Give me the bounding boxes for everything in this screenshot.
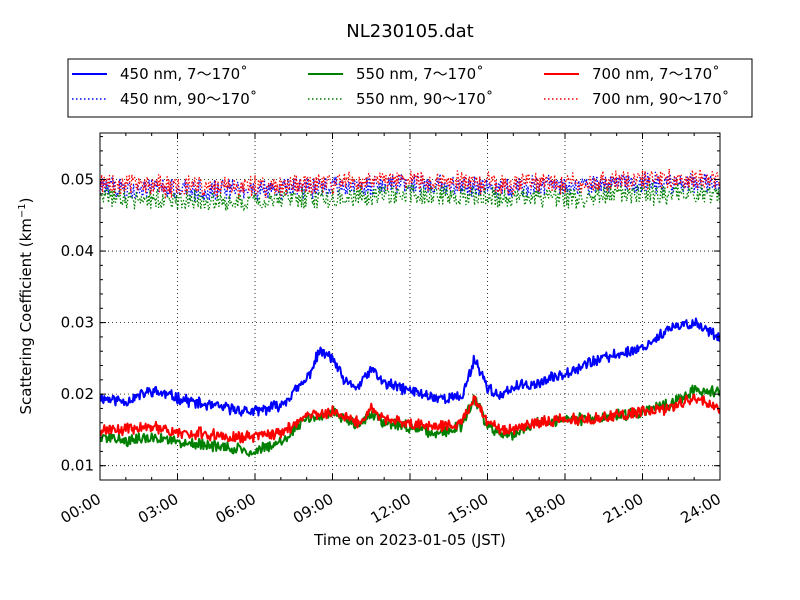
y-axis-label-main: Scattering Coefficient (km (17, 218, 35, 414)
series-line (100, 393, 720, 444)
legend-label: 450 nm, 7～170˚ (120, 65, 248, 83)
legend-label: 700 nm, 7～170˚ (592, 65, 720, 83)
legend-frame (67, 58, 753, 118)
x-tick-label: 21:00 (600, 490, 646, 527)
series-line (100, 384, 720, 457)
legend-label: 450 nm, 90～170˚ (120, 90, 257, 108)
x-tick-label: 12:00 (368, 490, 414, 527)
series-layer (100, 168, 720, 457)
y-tick-label: 0.05 (61, 171, 94, 189)
legend-label: 550 nm, 90～170˚ (356, 90, 493, 108)
x-tick-label: 15:00 (445, 490, 491, 527)
x-tick-label: 06:00 (213, 490, 259, 527)
y-tick-label: 0.01 (61, 457, 94, 475)
legend-label: 700 nm, 90～170˚ (592, 90, 729, 108)
series-line (100, 168, 720, 199)
y-axis-label-sup: −1 (17, 203, 28, 218)
x-axis-label: Time on 2023-01-05 (JST) (313, 531, 506, 549)
y-tick-label: 0.02 (61, 385, 94, 403)
ticks: 00:00 03:00 06:00 09:00 12:00 15:00 18:00 21:00… (58, 133, 724, 527)
x-tick-label: 03:00 (135, 490, 181, 527)
x-tick-label: 24:00 (678, 490, 724, 527)
x-tick-label: 00:00 (58, 490, 104, 527)
x-tick-label: 18:00 (523, 490, 569, 527)
series-line (100, 182, 720, 212)
x-tick-label: 09:00 (290, 490, 336, 527)
chart-title: NL230105.dat (346, 21, 473, 42)
y-axis-label: Scattering Coefficient (km−1) (17, 197, 35, 414)
y-axis-label-close: ) (17, 197, 35, 203)
legend-label: 550 nm, 7～170˚ (356, 65, 484, 83)
y-tick-label: 0.03 (61, 314, 94, 332)
series-line (100, 317, 720, 417)
legend: 450 nm, 7～170˚ 450 nm, 90～170˚ 550 nm, 7～1… (67, 58, 753, 118)
y-tick-label: 0.04 (61, 242, 94, 260)
